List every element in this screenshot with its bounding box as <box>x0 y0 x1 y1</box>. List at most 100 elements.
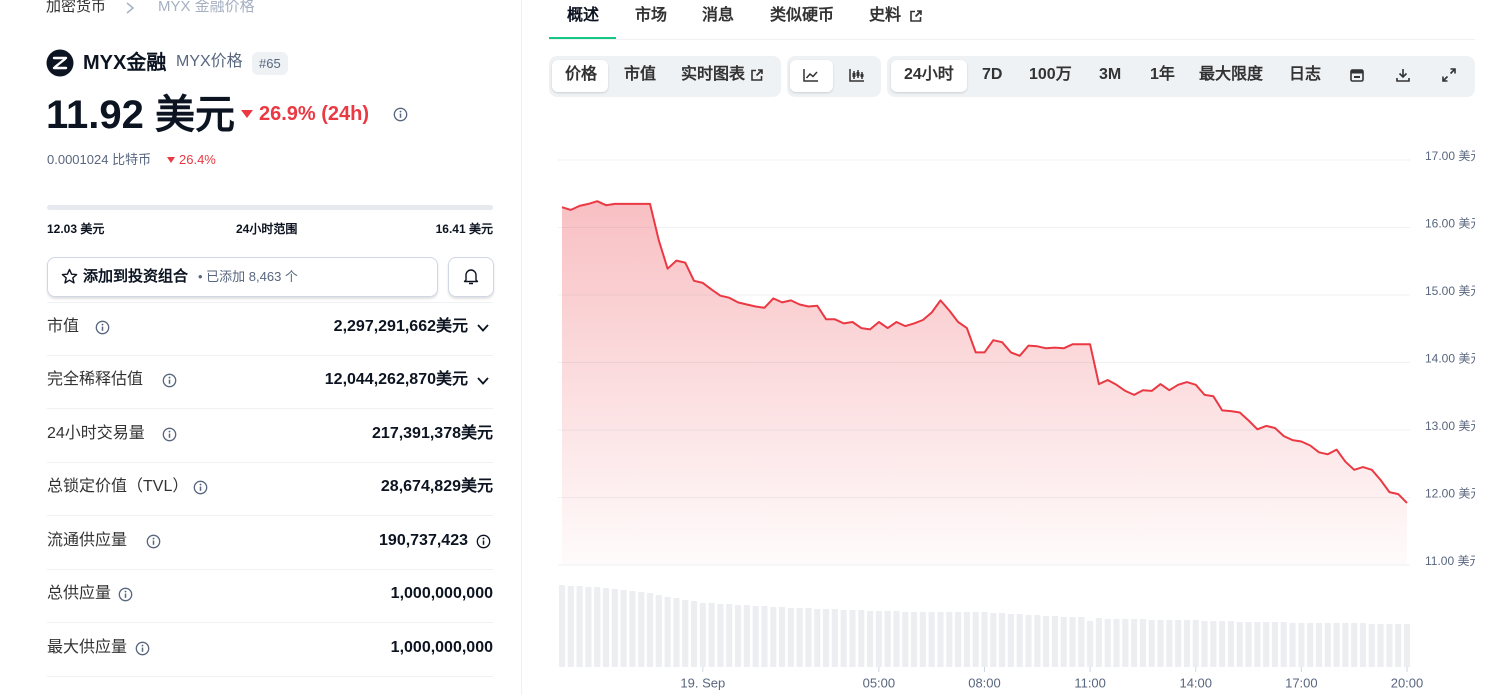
info-icon-wrap[interactable] <box>193 480 208 499</box>
expand-icon <box>1442 68 1456 82</box>
y-tick-label: 17.00 美元 <box>1425 149 1475 163</box>
x-tick-label: 17:00 <box>1285 675 1318 690</box>
volume-bar <box>708 603 715 667</box>
stat-value: 1,000,000,000 <box>390 585 493 602</box>
tab[interactable]: 史料 <box>869 7 902 24</box>
add-portfolio-button[interactable]: 添加到投资组合 • 已添加 8,463 个 <box>47 257 438 297</box>
volume-bar <box>796 608 803 667</box>
icon-part <box>146 534 161 549</box>
volume-bar <box>893 611 900 667</box>
range-button[interactable]: 3M <box>1099 66 1122 83</box>
info-icon <box>95 320 110 335</box>
range-button[interactable]: 100万 <box>1029 66 1072 83</box>
volume-bar <box>1395 624 1402 667</box>
tab[interactable]: 概述 <box>567 7 600 24</box>
bell-icon <box>463 269 479 285</box>
line-chart-button[interactable] <box>802 67 820 87</box>
range-button[interactable]: 7D <box>982 66 1003 83</box>
icon-part <box>1442 68 1456 82</box>
info-icon-wrap[interactable] <box>162 373 177 392</box>
info-icon-wrap[interactable] <box>146 534 161 553</box>
price-area <box>562 201 1407 565</box>
breadcrumb-link[interactable]: 加密货币 <box>46 0 107 15</box>
info-icon-wrap[interactable] <box>118 587 133 606</box>
down-triangle <box>167 157 175 163</box>
fullscreen-button[interactable] <box>1441 67 1457 87</box>
volume-bar <box>937 612 944 667</box>
x-tick-label: 19. Sep <box>680 675 725 690</box>
alert-button[interactable] <box>448 257 494 297</box>
external-link[interactable] <box>750 68 764 86</box>
volume-bar <box>867 611 874 667</box>
volume-bar <box>752 606 759 667</box>
chart-toggle-button[interactable]: 市值 <box>624 66 657 83</box>
range-button[interactable]: 1年 <box>1150 66 1175 83</box>
y-tick-label: 16.00 美元 <box>1425 217 1475 231</box>
info-icon-wrap[interactable] <box>135 641 150 660</box>
volume-bar <box>1289 623 1296 667</box>
volume-bar <box>884 611 891 667</box>
calendar-button[interactable] <box>1349 67 1365 87</box>
chevron-down <box>477 377 489 385</box>
info-icon <box>393 107 408 122</box>
icon-part <box>152 537 155 540</box>
volume-bar <box>1069 617 1076 667</box>
star-icon <box>61 268 78 284</box>
candle-chart-button[interactable] <box>848 67 866 87</box>
info-icon <box>135 641 150 656</box>
btc-change: 26.4% <box>179 152 216 167</box>
chevron-down <box>477 324 489 332</box>
volume-bar <box>1333 623 1340 667</box>
volume-bar <box>972 612 979 667</box>
download-button[interactable] <box>1395 67 1411 87</box>
volume-bar <box>743 605 750 667</box>
icon-part <box>162 427 177 442</box>
volume-bar <box>946 612 953 667</box>
tab[interactable]: 类似硬币 <box>770 7 835 24</box>
expand-toggle[interactable] <box>476 374 490 392</box>
stat-label: 24小时交易量 <box>47 425 145 442</box>
chart-toggle-button[interactable]: 实时图表 <box>681 66 746 83</box>
volume-bar <box>928 612 935 667</box>
range-button[interactable]: 最大限度 <box>1199 66 1264 83</box>
x-tick-label: 11:00 <box>1074 675 1106 690</box>
expand-toggle[interactable] <box>476 321 490 339</box>
volume-bar <box>1280 622 1287 667</box>
row-divider <box>47 515 493 516</box>
active-button-bg <box>552 60 608 92</box>
volume-bar <box>805 608 812 667</box>
icon-part <box>118 587 133 602</box>
range-button[interactable]: 24小时 <box>904 66 954 83</box>
volume-bar <box>576 586 583 667</box>
volume-bar <box>1148 620 1155 667</box>
range-button[interactable]: 日志 <box>1289 66 1322 83</box>
volume-bar <box>1157 620 1164 667</box>
chart-toggle-button[interactable]: 价格 <box>565 66 598 83</box>
info-icon-wrap[interactable] <box>95 320 110 339</box>
btc-price: 0.0001024 比特币 <box>47 152 152 167</box>
info-icon-wrap[interactable] <box>393 107 408 126</box>
volume-bar <box>567 586 574 667</box>
external-link[interactable] <box>909 9 923 27</box>
stat-label: 完全稀释估值 <box>47 371 144 388</box>
volume-bar <box>761 606 768 667</box>
download-icon <box>1396 69 1410 82</box>
volume-bar <box>1298 623 1305 667</box>
volume-bar <box>1403 624 1411 667</box>
volume-bar <box>1386 624 1393 667</box>
row-divider <box>47 569 493 570</box>
x-tick-label: 08:00 <box>968 675 1001 690</box>
volume-bar <box>963 612 970 667</box>
rank-badge: #65 <box>252 52 288 75</box>
tab[interactable]: 消息 <box>702 7 735 24</box>
volume-bar <box>999 613 1006 667</box>
info-icon-wrap[interactable] <box>162 427 177 446</box>
row-divider <box>47 355 493 356</box>
y-tick-label: 13.00 美元 <box>1425 419 1475 433</box>
tab[interactable]: 市场 <box>635 7 668 24</box>
info-icon <box>118 587 133 602</box>
volume-bar <box>1043 616 1050 667</box>
info-icon-wrap[interactable] <box>476 534 491 553</box>
